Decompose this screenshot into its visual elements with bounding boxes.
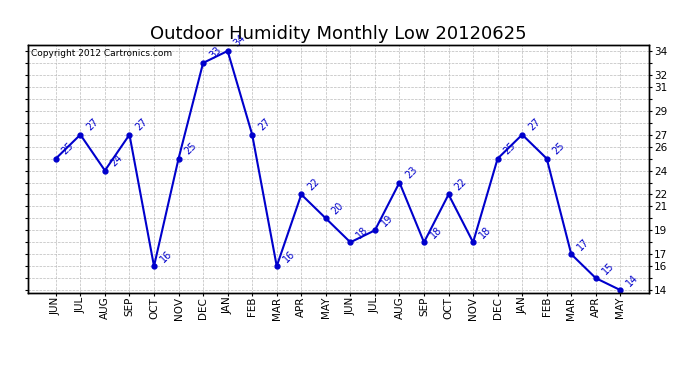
Text: 23: 23 [404,165,420,180]
Title: Outdoor Humidity Monthly Low 20120625: Outdoor Humidity Monthly Low 20120625 [150,26,526,44]
Text: 27: 27 [134,117,150,132]
Text: 33: 33 [207,45,223,61]
Text: 17: 17 [575,236,591,252]
Text: 27: 27 [257,117,273,132]
Text: 25: 25 [502,141,518,156]
Text: 19: 19 [379,212,395,228]
Text: 34: 34 [232,33,248,49]
Text: 18: 18 [355,224,371,240]
Text: 25: 25 [551,141,566,156]
Text: 22: 22 [306,176,322,192]
Text: Copyright 2012 Cartronics.com: Copyright 2012 Cartronics.com [31,49,172,58]
Text: 25: 25 [60,141,76,156]
Text: 16: 16 [281,248,297,264]
Text: 27: 27 [85,117,101,132]
Text: 18: 18 [477,224,493,240]
Text: 20: 20 [330,200,346,216]
Text: 18: 18 [428,224,444,240]
Text: 25: 25 [183,141,199,156]
Text: 14: 14 [624,272,640,288]
Text: 15: 15 [600,260,615,276]
Text: 27: 27 [526,117,542,132]
Text: 24: 24 [109,153,125,168]
Text: 22: 22 [453,176,469,192]
Text: 16: 16 [158,248,174,264]
